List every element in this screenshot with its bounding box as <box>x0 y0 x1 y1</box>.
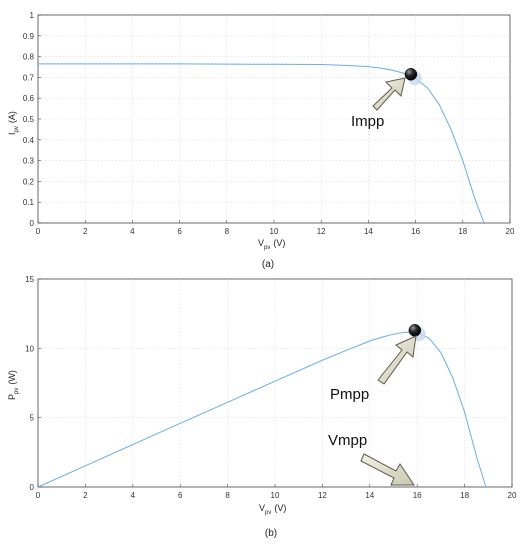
pv-y-tick-label: 10 <box>25 344 34 353</box>
pv-x-tick-label: 14 <box>365 491 374 500</box>
impp-marker <box>404 68 422 86</box>
iv-y-tick-label: 1 <box>30 11 35 20</box>
iv-x-tick-label: 4 <box>130 227 135 236</box>
pv-x-tick-label: 18 <box>460 491 469 500</box>
iv-x-tick-label: 12 <box>317 227 326 236</box>
iv-x-tick-label: 20 <box>506 227 515 236</box>
iv-y-tick-label: 0.3 <box>23 157 35 166</box>
pv-y-axis-label: Ppv(W) <box>7 370 20 400</box>
pv-curve <box>37 331 487 488</box>
pv-x-tick-label: 4 <box>131 491 136 500</box>
vmpp-label: Vmpp <box>328 432 367 449</box>
iv-x-ticks: 0 2 4 6 8 10 12 14 16 18 20 <box>36 220 515 236</box>
iv-y-ticks: 0 0.1 0.2 0.3 0.4 0.5 0.6 0.7 0.8 0.9 1 <box>23 11 41 228</box>
vmpp-arrow <box>360 453 415 486</box>
iv-y-tick-label: 0.8 <box>23 53 35 62</box>
iv-chart-panel: 0 2 4 6 8 10 12 14 16 18 20 0 0.1 0.2 0.3 0.4 0.5 0.6 0.7… <box>7 11 515 270</box>
pv-y-tick-label: 15 <box>25 275 34 284</box>
pv-x-tick-label: 2 <box>83 491 88 500</box>
iv-x-tick-label: 6 <box>177 227 182 236</box>
pv-x-tick-label: 6 <box>178 491 183 500</box>
iv-gridlines <box>38 15 510 223</box>
iv-y-tick-label: 0.5 <box>23 115 35 124</box>
pv-y-tick-label: 0 <box>30 483 35 492</box>
iv-x-tick-label: 16 <box>411 227 420 236</box>
pv-x-axis-label: Vpv (V) <box>259 503 286 516</box>
iv-x-tick-label: 0 <box>36 227 41 236</box>
pv-x-tick-label: 16 <box>413 491 422 500</box>
pmpp-label: Pmpp <box>330 386 369 403</box>
iv-x-tick-label: 18 <box>458 227 467 236</box>
iv-x-tick-label: 8 <box>225 227 230 236</box>
iv-y-axis-label: Ipv(A) <box>7 111 20 135</box>
iv-y-tick-label: 0.6 <box>23 94 35 103</box>
pv-x-tick-label: 0 <box>36 491 41 500</box>
iv-x-axis-label: Vpv (V) <box>258 238 285 251</box>
impp-label: Impp <box>351 113 384 130</box>
iv-y-tick-label: 0.9 <box>23 32 35 41</box>
iv-y-tick-label: 0 <box>30 219 35 228</box>
iv-caption: (a) <box>262 259 274 270</box>
iv-x-tick-label: 14 <box>364 227 373 236</box>
iv-curve <box>38 63 485 224</box>
pmpp-arrow <box>377 335 417 385</box>
pv-chart-panel: 0 2 4 6 8 10 12 14 16 18 20 0 5 10 15 Vpv (V) Ppv(W) (… <box>7 275 517 539</box>
iv-y-tick-label: 0.2 <box>23 177 35 186</box>
pv-x-tick-label: 20 <box>508 491 517 500</box>
iv-y-tick-label: 0.1 <box>23 198 35 207</box>
pv-x-tick-label: 8 <box>225 491 230 500</box>
pv-x-tick-label: 12 <box>318 491 327 500</box>
pv-y-tick-label: 5 <box>30 414 35 423</box>
pv-y-ticks: 0 5 10 15 <box>25 275 41 492</box>
pv-caption: (b) <box>265 528 277 539</box>
iv-y-tick-label: 0.7 <box>23 73 35 82</box>
iv-x-tick-label: 10 <box>270 227 279 236</box>
pv-x-tick-label: 10 <box>271 491 280 500</box>
impp-arrow <box>372 77 406 111</box>
iv-x-tick-label: 2 <box>83 227 88 236</box>
pv-x-ticks: 0 2 4 6 8 10 12 14 16 18 20 <box>36 484 517 500</box>
pv-plot-area <box>37 278 513 488</box>
iv-y-tick-label: 0.4 <box>23 136 35 145</box>
